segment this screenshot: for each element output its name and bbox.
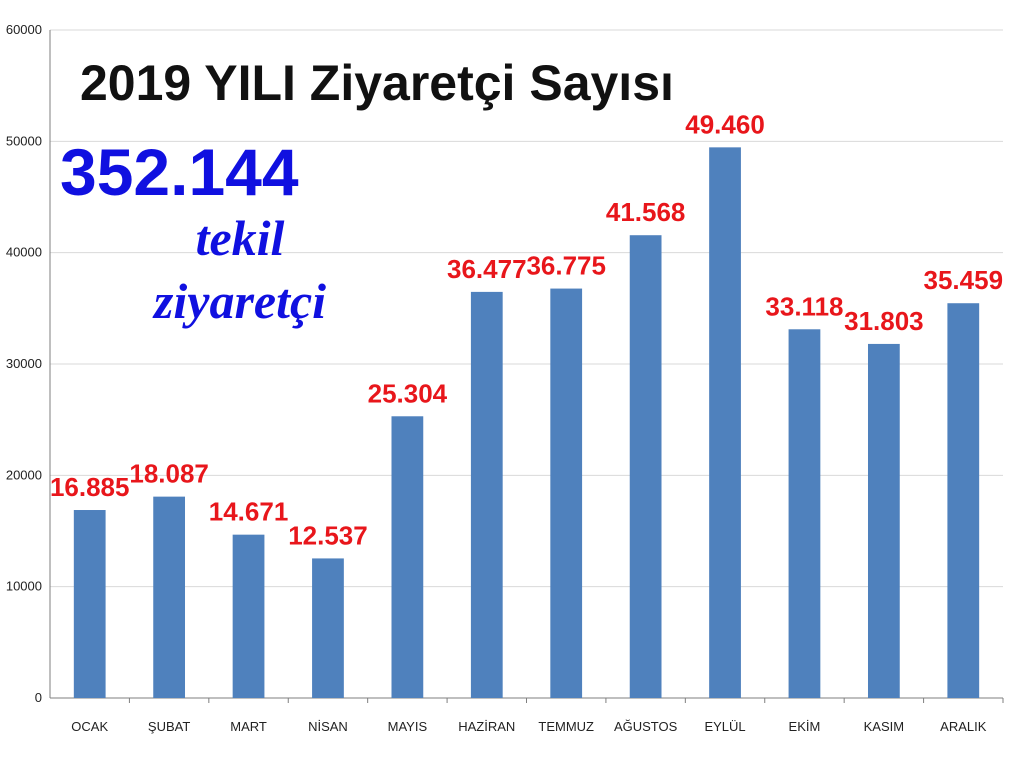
x-tick-label: ŞUBAT: [148, 719, 190, 734]
data-label: 31.803: [844, 306, 924, 336]
x-tick-label: OCAK: [71, 719, 108, 734]
x-tick-label: NİSAN: [308, 719, 348, 734]
y-tick-label: 30000: [6, 356, 42, 371]
data-label: 33.118: [765, 291, 843, 321]
bar: [629, 235, 662, 698]
data-label: 14.671: [209, 497, 289, 527]
y-tick-label: 50000: [6, 133, 42, 148]
x-tick-label: KASIM: [864, 719, 904, 734]
data-label: 35.459: [924, 265, 1004, 295]
data-label: 12.537: [288, 520, 368, 550]
x-tick-label: MART: [230, 719, 267, 734]
bar: [709, 147, 741, 698]
subtitle-line-1: tekil: [196, 210, 285, 266]
x-tick-label: ARALIK: [940, 719, 987, 734]
bar: [788, 329, 821, 698]
x-tick-label: EYLÜL: [704, 719, 745, 734]
subtitle-line-2: ziyaretçi: [152, 273, 326, 329]
y-tick-label: 0: [35, 690, 42, 705]
data-label: 41.568: [606, 197, 686, 227]
x-tick-label: AĞUSTOS: [614, 719, 678, 734]
chart-title: 2019 YILI Ziyaretçi Sayısı: [80, 55, 674, 111]
axes: 0 10000 20000 30000 40000 50000 60000 OCAK ŞUBAT…: [6, 22, 1004, 734]
bar: [550, 288, 583, 698]
data-label: 18.087: [129, 459, 209, 489]
y-tick-label: 10000: [6, 579, 42, 594]
y-tick-label: 60000: [6, 22, 42, 37]
x-tick-label: TEMMUZ: [538, 719, 594, 734]
data-label: 36.477: [447, 254, 527, 284]
gridlines: [50, 29, 1003, 588]
x-tick-label: HAZİRAN: [458, 719, 515, 734]
bar: [391, 416, 424, 698]
x-tick-label: EKİM: [789, 719, 821, 734]
data-label: 16.885: [50, 472, 130, 502]
y-tick-label: 20000: [6, 467, 42, 482]
bar: [153, 496, 186, 698]
data-label: 36.775: [526, 251, 606, 281]
bar: [947, 303, 980, 698]
y-tick-label: 40000: [6, 245, 42, 260]
bar: [312, 558, 344, 698]
data-label: 25.304: [368, 378, 448, 408]
total-visitors-value: 352.144: [60, 135, 299, 209]
x-tick-label: MAYIS: [388, 719, 428, 734]
bars: [73, 147, 980, 698]
bar: [470, 291, 503, 698]
data-label: 49.460: [685, 109, 765, 139]
bar: [232, 534, 265, 698]
bar: [867, 343, 900, 698]
bar: [73, 510, 106, 698]
